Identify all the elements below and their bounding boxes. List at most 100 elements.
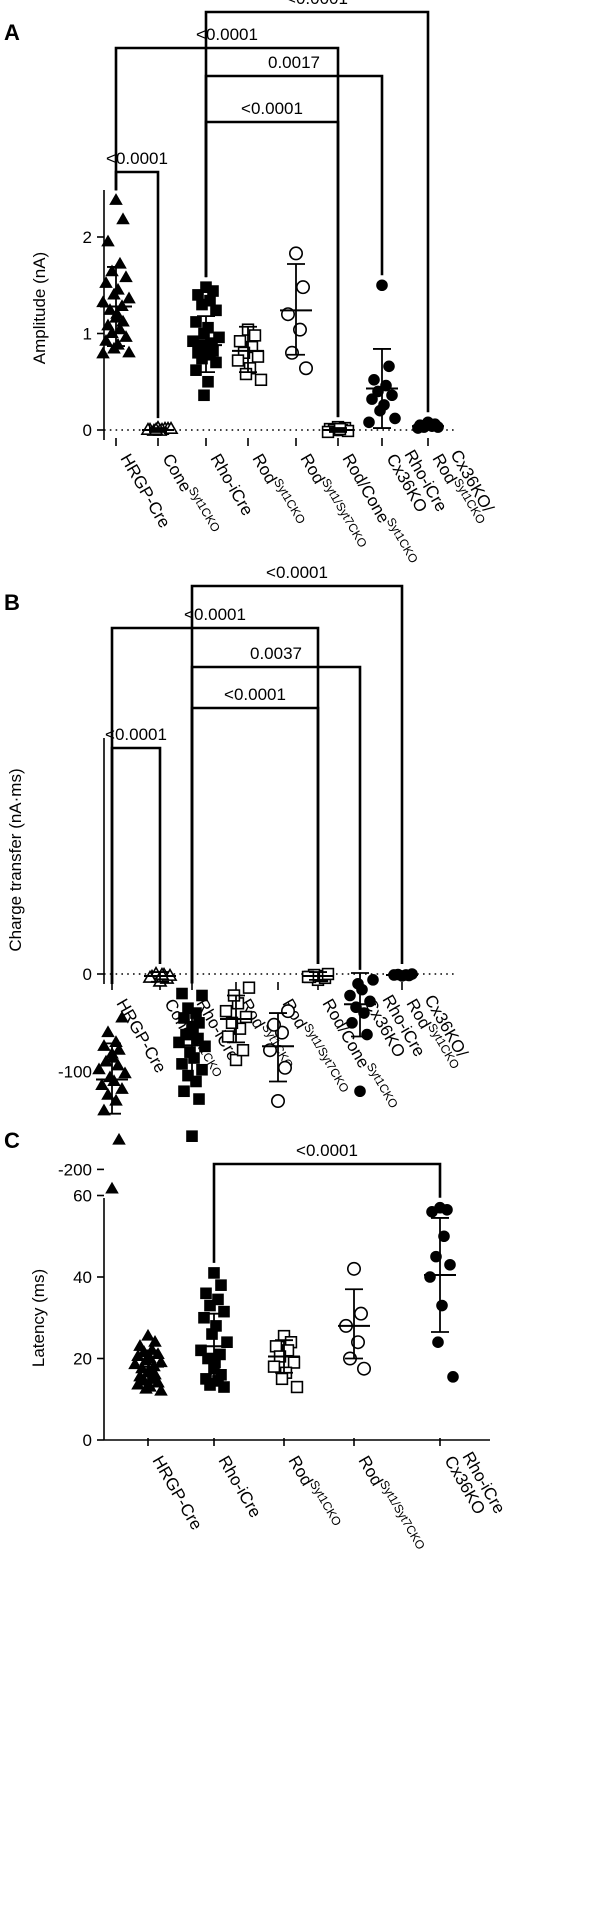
category-label: Rho-iCre bbox=[215, 1453, 265, 1521]
data-point bbox=[367, 974, 379, 986]
p-value-label: <0.0001 bbox=[105, 725, 167, 744]
y-tick-label: 0 bbox=[83, 965, 92, 984]
category-label-text: RodSyt1/Syt7CKO bbox=[355, 1451, 428, 1556]
series-2 bbox=[173, 987, 211, 1142]
series-1 bbox=[195, 1267, 233, 1393]
data-point bbox=[277, 1060, 292, 1075]
data-point bbox=[193, 1017, 205, 1029]
data-point bbox=[195, 1344, 207, 1357]
data-point bbox=[99, 276, 113, 288]
data-point bbox=[116, 212, 130, 225]
data-point bbox=[137, 1345, 151, 1357]
data-point bbox=[111, 1058, 125, 1071]
significance-bracket bbox=[114, 170, 160, 419]
data-point bbox=[115, 1082, 129, 1094]
data-point bbox=[141, 1328, 155, 1341]
data-point bbox=[119, 270, 133, 283]
data-point bbox=[96, 346, 110, 359]
category-name: Rho-iCre bbox=[215, 1453, 265, 1521]
data-point bbox=[386, 389, 398, 402]
series-6 bbox=[363, 279, 401, 429]
data-point bbox=[178, 1012, 190, 1024]
data-point bbox=[270, 1094, 285, 1109]
data-point bbox=[131, 1377, 145, 1390]
data-point bbox=[210, 304, 222, 317]
y-tick-label: -100 bbox=[58, 1063, 92, 1082]
data-point bbox=[139, 1353, 153, 1366]
data-point bbox=[358, 1007, 370, 1019]
y-tick-label: 2 bbox=[83, 228, 92, 247]
data-point bbox=[178, 1085, 190, 1098]
category-name: HRGP-Cre bbox=[113, 996, 171, 1077]
data-point bbox=[99, 334, 113, 346]
data-point bbox=[353, 1306, 368, 1321]
category-superscript: Syt1CKO bbox=[384, 515, 421, 565]
panel-letter: A bbox=[4, 20, 20, 45]
data-point bbox=[215, 1279, 227, 1291]
data-point bbox=[186, 1130, 198, 1142]
data-point bbox=[432, 1336, 444, 1348]
data-point bbox=[346, 1261, 361, 1276]
significance-bracket bbox=[204, 10, 430, 413]
data-point bbox=[363, 416, 375, 429]
category-label-text: HRGP-Cre bbox=[113, 996, 171, 1077]
data-point bbox=[107, 287, 121, 300]
data-point bbox=[383, 360, 395, 373]
data-point bbox=[97, 1103, 111, 1116]
category-superscript: Syt1CKO bbox=[271, 476, 308, 526]
series-5 bbox=[301, 967, 335, 987]
data-point bbox=[219, 1004, 233, 1018]
data-point bbox=[447, 1371, 459, 1383]
category-label-text: Rho-iCre bbox=[215, 1453, 265, 1521]
data-point bbox=[101, 318, 115, 331]
data-point bbox=[389, 412, 401, 425]
series-0 bbox=[92, 1010, 132, 1194]
data-point bbox=[356, 1361, 371, 1376]
y-tick-label: 0 bbox=[83, 421, 92, 440]
data-point bbox=[109, 1093, 123, 1106]
p-value-label: <0.0001 bbox=[296, 1141, 358, 1160]
data-point bbox=[184, 1046, 196, 1058]
significance-bracket bbox=[204, 120, 340, 418]
data-point bbox=[113, 256, 127, 269]
data-point bbox=[139, 1381, 153, 1394]
data-point bbox=[97, 1039, 111, 1051]
panel-letter: B bbox=[4, 590, 20, 615]
data-point bbox=[239, 1010, 253, 1024]
significance-bracket bbox=[114, 46, 340, 418]
data-point bbox=[176, 1058, 188, 1070]
data-point bbox=[430, 1250, 442, 1263]
data-point bbox=[192, 289, 204, 301]
series-4 bbox=[280, 246, 313, 376]
series-1 bbox=[140, 420, 179, 436]
data-point bbox=[96, 295, 110, 308]
series-2 bbox=[187, 281, 225, 402]
data-point bbox=[368, 374, 380, 386]
data-point bbox=[218, 1305, 230, 1318]
data-point bbox=[176, 987, 188, 1000]
category-label: RodSyt1CKO bbox=[285, 1453, 345, 1529]
data-point bbox=[239, 367, 253, 381]
data-point bbox=[352, 977, 364, 990]
data-point bbox=[441, 1203, 453, 1216]
series-3 bbox=[219, 981, 256, 1067]
category-label-text: HRGP-Cre bbox=[149, 1453, 207, 1534]
significance-bracket bbox=[110, 626, 320, 984]
data-point bbox=[236, 1044, 250, 1057]
data-point bbox=[101, 1025, 115, 1038]
data-point bbox=[196, 1063, 208, 1076]
data-point bbox=[92, 1062, 106, 1075]
data-point bbox=[198, 327, 210, 340]
data-point bbox=[346, 1017, 358, 1029]
data-point bbox=[122, 345, 136, 358]
data-point bbox=[204, 1299, 216, 1312]
significance-bracket bbox=[110, 746, 162, 984]
data-point bbox=[366, 393, 378, 405]
data-point bbox=[193, 1093, 205, 1105]
data-point bbox=[207, 285, 219, 297]
category-label: RodSyt1/Syt7CKO bbox=[355, 1451, 428, 1556]
data-point bbox=[112, 1132, 126, 1145]
data-point bbox=[107, 341, 121, 354]
data-point bbox=[154, 1383, 168, 1396]
data-point bbox=[242, 981, 256, 994]
